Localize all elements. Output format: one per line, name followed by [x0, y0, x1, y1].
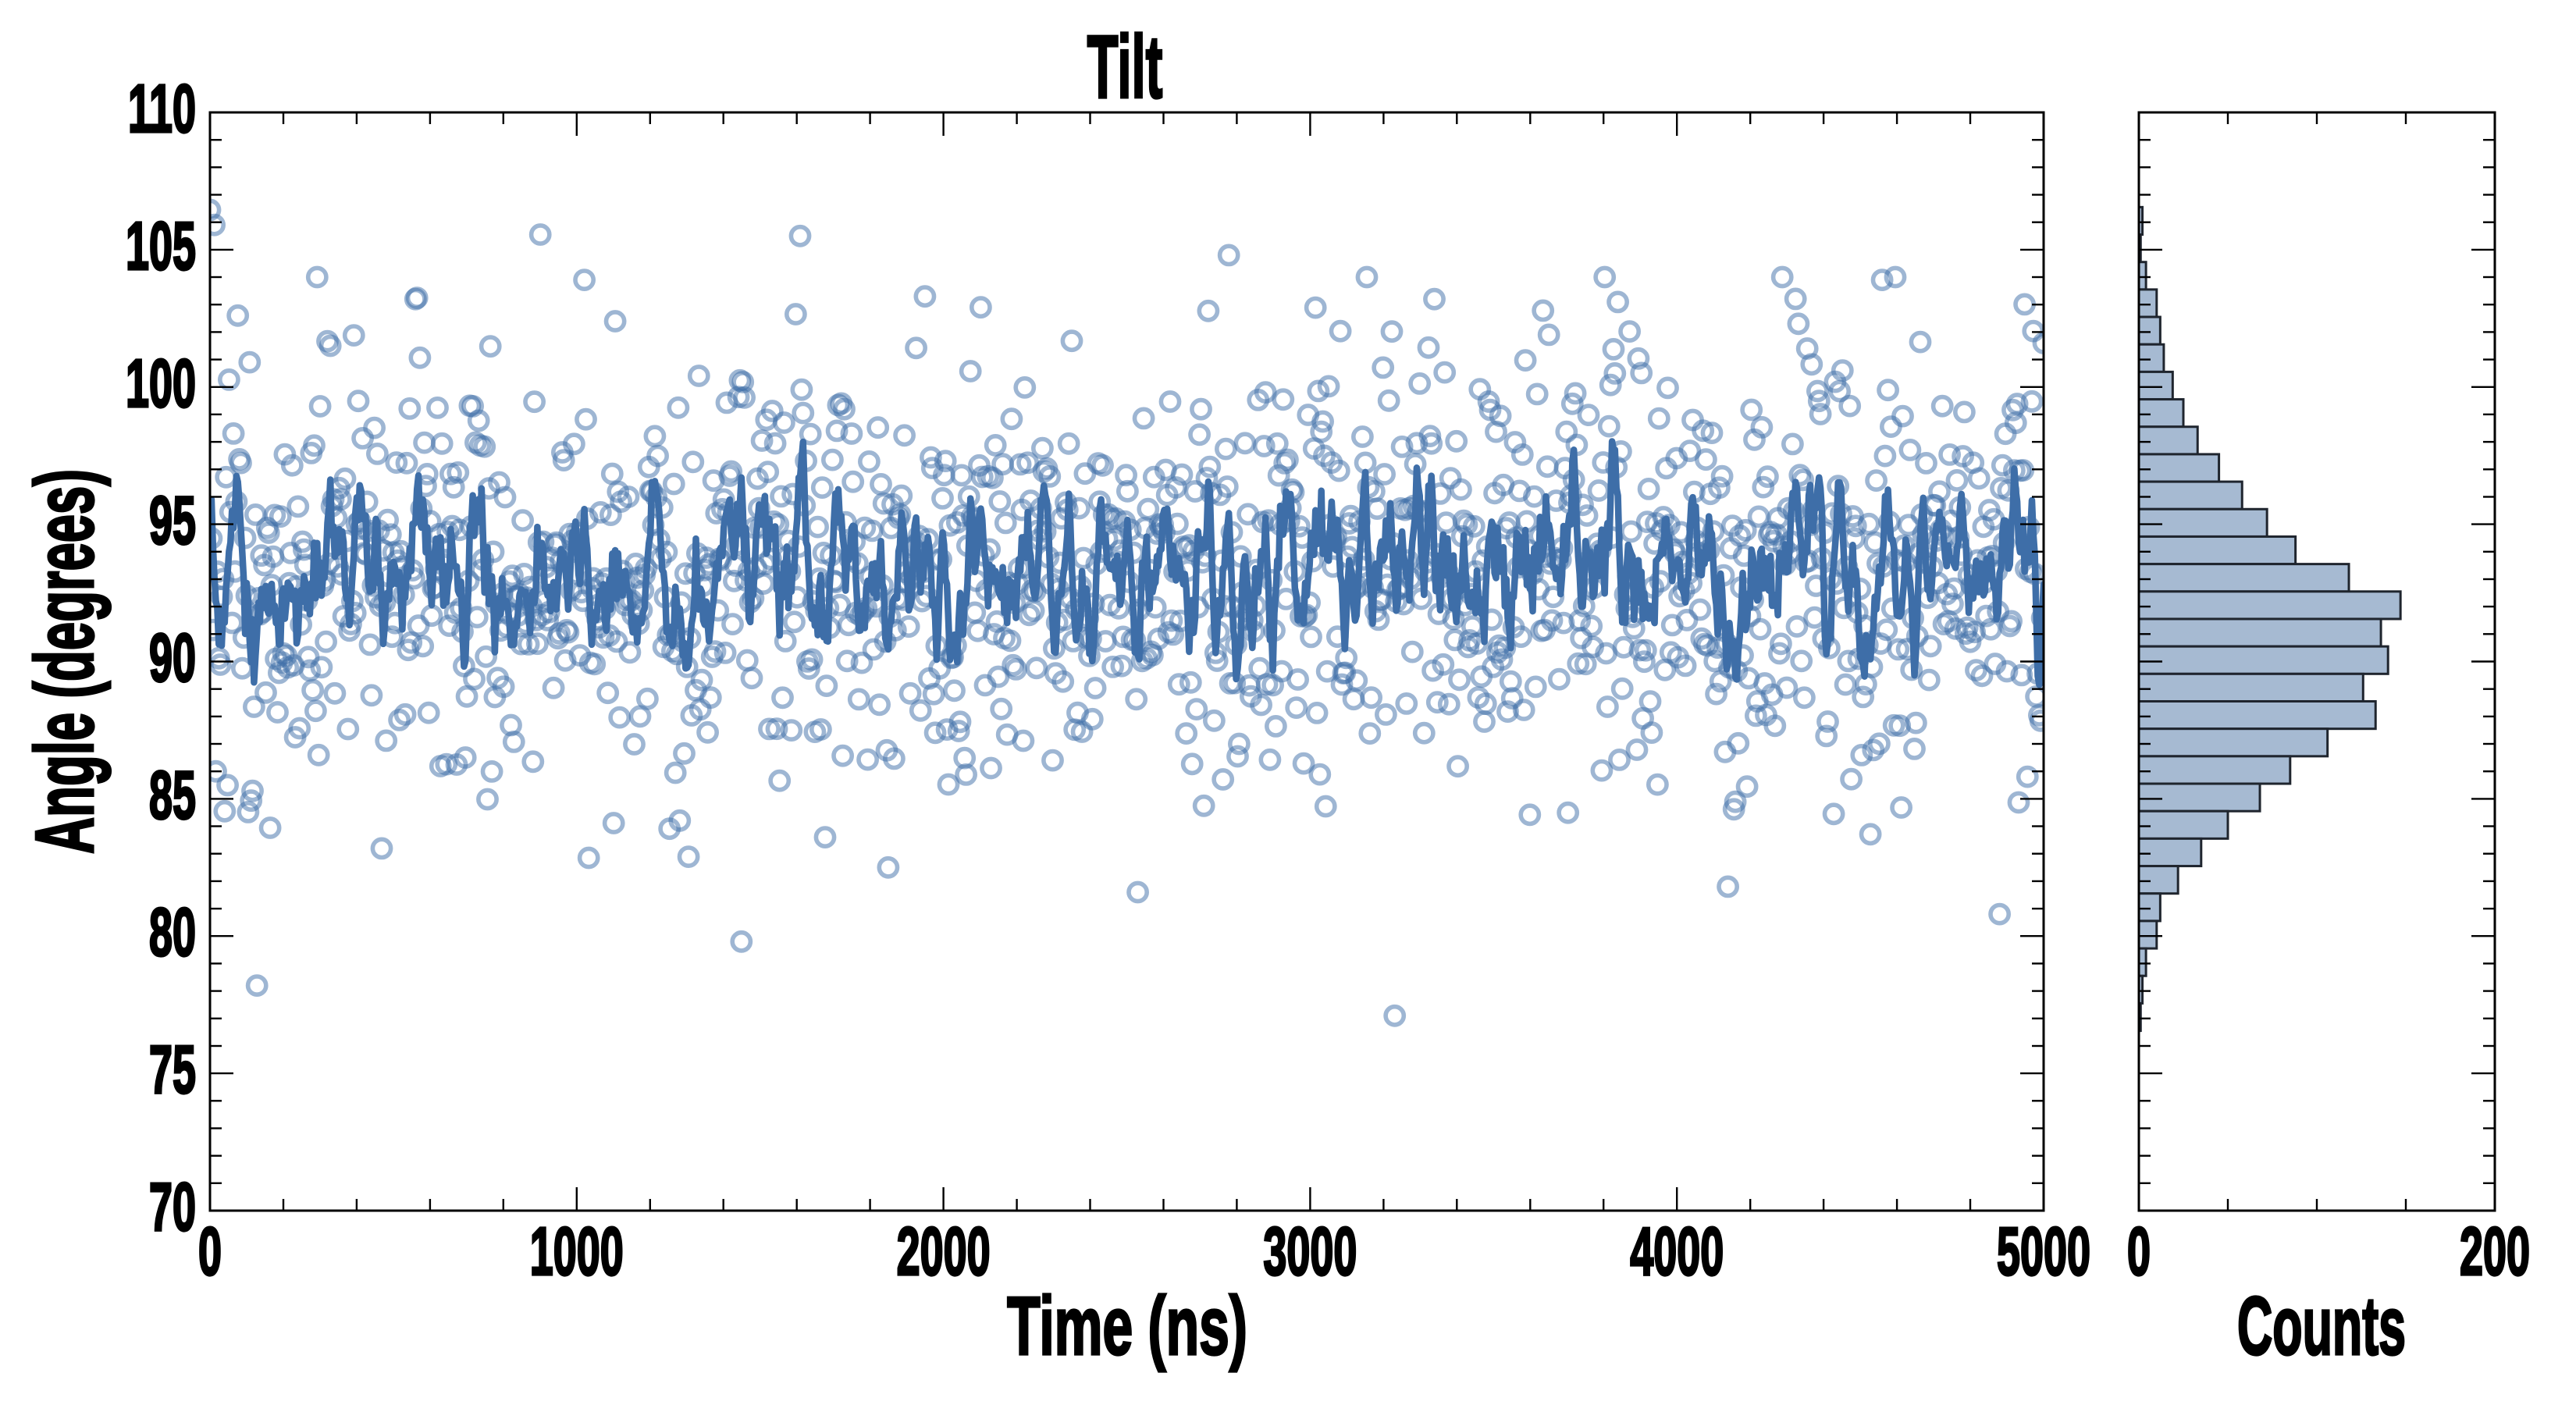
svg-text:Angle (degrees): Angle (degrees) — [18, 469, 111, 854]
svg-text:200: 200 — [2460, 1214, 2530, 1289]
svg-text:Time (ns): Time (ns) — [1007, 1279, 1247, 1371]
svg-text:0: 0 — [198, 1214, 222, 1289]
svg-text:100: 100 — [126, 346, 196, 422]
svg-text:105: 105 — [126, 208, 196, 284]
svg-text:Tilt: Tilt — [1087, 17, 1163, 117]
svg-text:80: 80 — [149, 895, 196, 970]
svg-text:Counts: Counts — [2237, 1280, 2406, 1372]
svg-text:75: 75 — [149, 1032, 196, 1108]
svg-text:90: 90 — [149, 620, 196, 695]
svg-text:70: 70 — [149, 1169, 196, 1245]
svg-text:85: 85 — [149, 757, 196, 833]
svg-text:0: 0 — [2127, 1214, 2151, 1289]
svg-text:5000: 5000 — [1997, 1214, 2090, 1289]
svg-text:3000: 3000 — [1263, 1214, 1357, 1289]
svg-text:95: 95 — [149, 482, 196, 558]
svg-text:110: 110 — [128, 71, 196, 147]
svg-text:2000: 2000 — [897, 1214, 991, 1289]
svg-text:1000: 1000 — [530, 1214, 624, 1289]
svg-text:4000: 4000 — [1630, 1214, 1724, 1289]
